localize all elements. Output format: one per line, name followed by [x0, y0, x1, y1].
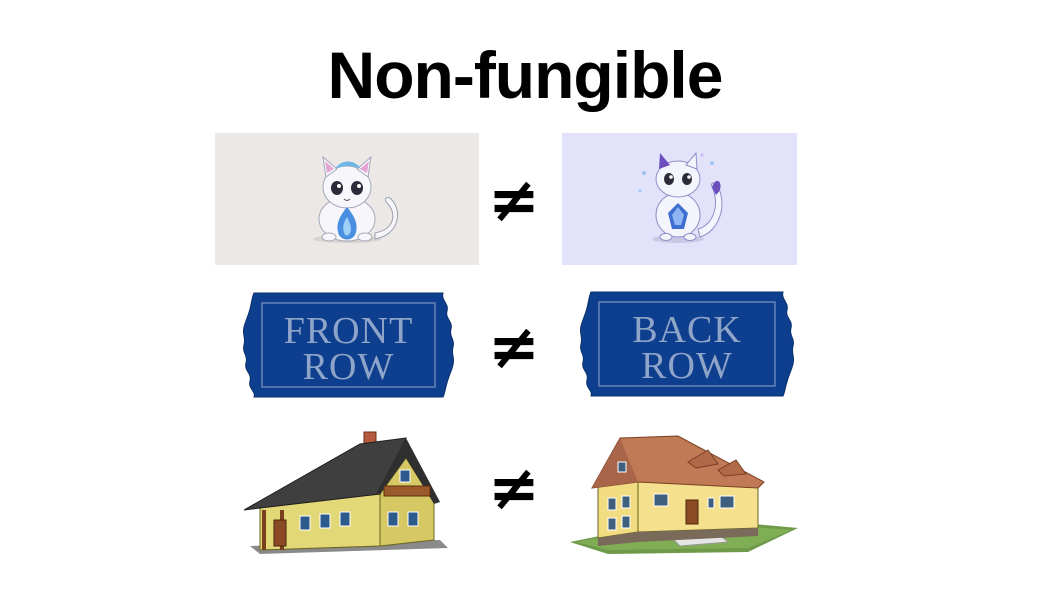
- back-row-ticket: BACK ROW: [579, 290, 795, 398]
- cat-icon: [313, 155, 399, 243]
- ticket-icon: [242, 292, 455, 398]
- ticket-line-1: FRONT: [283, 310, 414, 352]
- not-equal-symbol-row-3: ≠: [488, 451, 540, 524]
- right-house: [568, 432, 800, 556]
- not-equal-symbol-row-1: ≠: [488, 163, 540, 236]
- ticket-line-2: ROW: [641, 345, 733, 387]
- right-cat-card: [562, 133, 797, 265]
- cat-icon: [638, 151, 723, 243]
- left-house: [240, 428, 450, 556]
- slide-title: Non-fungible: [327, 38, 724, 112]
- house-icon: [570, 435, 798, 554]
- ticket-line-2: ROW: [302, 346, 395, 388]
- not-equal-symbol-row-2: ≠: [488, 310, 540, 383]
- ticket-line-1: BACK: [632, 309, 742, 351]
- left-cat-card: [215, 133, 479, 265]
- front-row-ticket: FRONT ROW: [242, 291, 455, 399]
- house-icon: [243, 431, 448, 554]
- ticket-icon: [579, 291, 795, 397]
